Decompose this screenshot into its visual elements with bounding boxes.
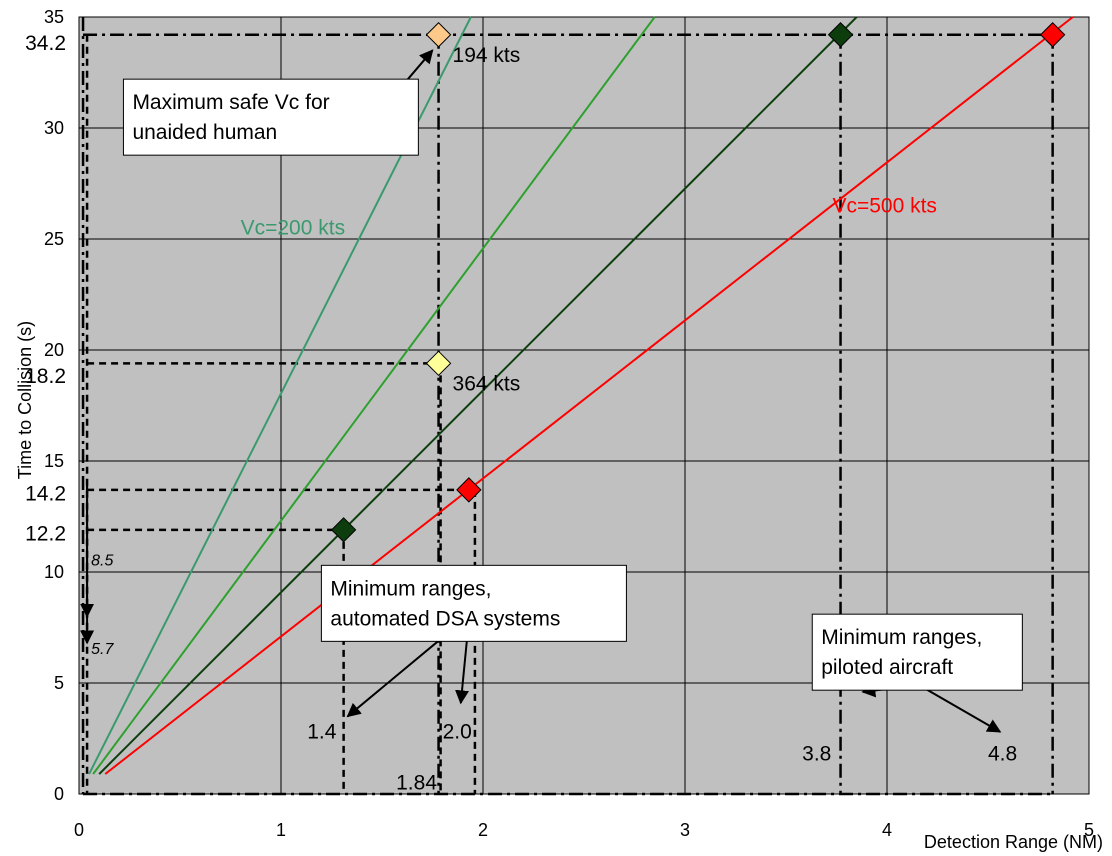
x-tick-label: 3 — [680, 820, 690, 840]
diamond-marker — [425, 350, 452, 377]
series-label: Vc=200 kts — [241, 217, 345, 240]
y-tick-label: 0 — [54, 784, 64, 804]
annotation-text: Minimum ranges, — [330, 577, 491, 600]
series-line-2 — [92, 16, 656, 775]
y-tick-label: 30 — [44, 118, 64, 138]
y-tick-label: 15 — [44, 451, 64, 471]
range-label: 4.8 — [988, 743, 1017, 766]
chart-labels: Vc=200 kts Vc=500 kts 34.2 18.2 14.2 12.2 1.4 2… — [25, 32, 1017, 795]
value-label: 34.2 — [25, 32, 66, 55]
y-tick-label: 20 — [44, 340, 64, 360]
annotation-arrow — [455, 640, 469, 705]
diamond-marker — [330, 517, 357, 543]
x-tick-label: 0 — [74, 820, 84, 840]
x-tick-label: 1 — [276, 820, 286, 840]
annotation-arrow — [346, 640, 440, 718]
marker-label: 194 kts — [453, 44, 521, 67]
axis-ticks: 0 1 2 3 4 5 0 5 10 15 20 25 30 35 — [44, 7, 1094, 840]
series-line-4 — [104, 16, 1074, 775]
series-line-3 — [98, 16, 858, 775]
annotation-arrow — [918, 684, 1002, 733]
diamond-marker — [425, 22, 452, 48]
range-label: 8.5 — [91, 552, 113, 569]
annotation-text: Minimum ranges, — [821, 626, 982, 649]
range-label: 3.8 — [802, 743, 831, 766]
value-label: 14.2 — [25, 482, 66, 505]
y-tick-label: 25 — [44, 229, 64, 249]
y-tick-label: 5 — [54, 673, 64, 693]
data-markers: 194 kts 364 kts — [330, 22, 1066, 543]
annotation-text: automated DSA systems — [330, 607, 560, 630]
y-axis-title: Time to Collision (s) — [15, 321, 35, 479]
annotation-boxes: Maximum safe Vc for unaided human Minimum … — [122, 78, 1023, 691]
x-tick-label: 5 — [1084, 820, 1094, 840]
y-tick-label: 35 — [44, 7, 64, 27]
diamond-marker — [1039, 22, 1066, 48]
annotation-text: Maximum safe Vc for — [132, 91, 329, 114]
x-axis-title: Detection Range (NM) — [924, 832, 1103, 852]
value-label: 18.2 — [25, 365, 66, 388]
annotation-box — [320, 564, 627, 642]
marker-label: 364 kts — [453, 372, 521, 395]
range-label: 1.4 — [307, 721, 337, 744]
value-label: 12.2 — [25, 522, 66, 545]
annotation-box — [122, 78, 419, 156]
annotation-box — [811, 613, 1023, 691]
x-tick-label: 2 — [478, 820, 488, 840]
x-tick-label: 4 — [882, 820, 892, 840]
annotation-text: unaided human — [132, 121, 277, 144]
range-label: 5.7 — [91, 641, 114, 658]
annotation-text: piloted aircraft — [821, 656, 953, 679]
series-label: Vc=500 kts — [832, 194, 936, 217]
y-tick-label: 10 — [44, 562, 64, 582]
range-label: 1.84 — [396, 772, 437, 795]
diamond-marker — [456, 477, 482, 503]
range-label: 2.0 — [443, 721, 472, 744]
diamond-marker — [827, 22, 854, 48]
